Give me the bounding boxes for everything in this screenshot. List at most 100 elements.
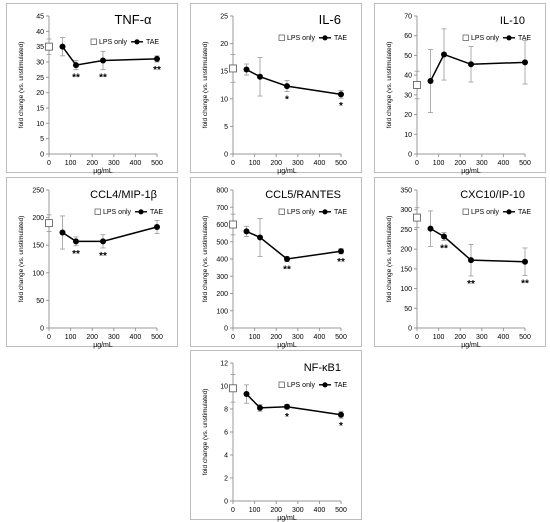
- y-tick-label: 300: [216, 274, 228, 281]
- tae-series-line: [61, 46, 158, 66]
- tae-data-point: [100, 238, 106, 245]
- x-tick-label: 0: [231, 160, 235, 167]
- legend-marker-lps: [278, 381, 285, 388]
- significance-label: **: [99, 73, 107, 84]
- x-tick-label: 0: [231, 334, 235, 341]
- legend-label-lps: LPS only: [471, 35, 500, 42]
- x-tick-label: 300: [292, 160, 304, 167]
- y-tick-label: 35: [36, 44, 44, 51]
- tae-series-line: [246, 230, 342, 260]
- y-tick-label: 0: [224, 152, 228, 159]
- x-axis-unit: µg/mL: [277, 342, 297, 349]
- chart-title: CCL5/RANTES: [265, 189, 341, 201]
- legend-label-lps: LPS only: [287, 382, 316, 389]
- lps-only-point: [229, 64, 237, 73]
- x-tick-label: 300: [476, 160, 488, 167]
- significance-label: **: [72, 249, 80, 260]
- legend-label-lps: LPS only: [99, 39, 128, 46]
- x-tick-label: 400: [314, 507, 326, 514]
- tae-data-point: [257, 234, 263, 241]
- chart-title: IL-10: [500, 15, 525, 27]
- y-tick-label: 5: [40, 136, 44, 143]
- panel-ccl5-rantes: 0 100 200 300 400 500 600 700 800 0 100 200 300 400 50…: [190, 177, 362, 349]
- legend-label-tae: TAE: [518, 35, 531, 42]
- lps-only-point: [229, 384, 237, 393]
- chart-title: IL-6: [319, 12, 341, 27]
- legend-marker-tae: [134, 39, 140, 45]
- y-tick-label: 100: [400, 286, 412, 293]
- chart-title: CXC10/IP-10: [460, 189, 525, 201]
- x-tick-label: 100: [433, 160, 445, 167]
- chart-svg: 0 50 100 150 200 250 300 350 0 100 200 300 400 500 fol…: [386, 188, 531, 350]
- x-tick-label: 400: [498, 334, 510, 341]
- significance-label: *: [285, 95, 289, 106]
- chart-svg: 0 5 10 15 20 25 30 35 40 45 0 100 200 300 400 500 fold c…: [18, 12, 163, 175]
- chart-svg: 0 2 4 6 8 10 12 0 100 200 300 400 500 fold change (vs…: [202, 361, 347, 522]
- tae-series-line: [429, 53, 526, 82]
- y-axis-title: fold change (vs. unstimulated): [386, 216, 393, 303]
- y-tick-label: 15: [36, 106, 44, 113]
- y-tick-label: 0: [40, 326, 44, 333]
- panel-nf-kb1: 0 2 4 6 8 10 12 0 100 200 300 400 500 fold change (vs…: [190, 350, 362, 522]
- x-tick-label: 500: [519, 160, 531, 167]
- y-tick-label: 20: [36, 90, 44, 97]
- x-tick-label: 400: [314, 334, 326, 341]
- y-tick-label: 200: [216, 291, 228, 298]
- y-tick-label: 800: [216, 188, 228, 195]
- significance-label: **: [72, 73, 80, 84]
- y-tick-label: 600: [216, 222, 228, 229]
- tae-data-point: [284, 403, 290, 410]
- lps-only-point: [413, 213, 421, 222]
- legend-marker-tae: [506, 35, 512, 41]
- y-tick-label: 10: [36, 121, 44, 128]
- y-tick-label: 30: [36, 60, 44, 67]
- y-tick-label: 250: [32, 188, 44, 195]
- x-tick-label: 0: [415, 160, 419, 167]
- panel-ccl4-mip1b: 0 50 100 150 200 250 0 100 200 300 400 500 fold chan…: [6, 177, 178, 350]
- y-axis-title: fold change (vs. unstimulated): [18, 42, 25, 129]
- x-tick-label: 400: [314, 160, 326, 167]
- y-tick-label: 0: [408, 152, 412, 159]
- legend-marker-lps: [462, 34, 469, 41]
- tae-data-point: [73, 238, 79, 245]
- tae-data-point: [257, 73, 263, 80]
- tae-series-line: [430, 227, 526, 263]
- legend-marker-lps: [90, 38, 97, 45]
- significance-label: **: [440, 243, 448, 254]
- legend-label-tae: TAE: [518, 209, 531, 216]
- y-tick-label: 400: [216, 257, 228, 264]
- chart-svg: 0 50 100 150 200 250 0 100 200 300 400 500 fold chan…: [18, 188, 163, 350]
- x-tick-label: 500: [519, 334, 531, 341]
- tae-data-point: [338, 91, 344, 98]
- y-tick-label: 10: [404, 132, 412, 139]
- significance-label: **: [153, 65, 161, 76]
- lps-only-point: [413, 81, 421, 89]
- tae-data-point: [154, 223, 160, 230]
- y-tick-label: 500: [216, 239, 228, 246]
- legend-marker-lps: [462, 208, 469, 215]
- y-tick-label: 30: [404, 92, 412, 99]
- y-tick-label: 4: [224, 453, 228, 460]
- x-axis-unit: µg/mL: [277, 515, 297, 522]
- x-tick-label: 0: [415, 334, 419, 341]
- x-tick-label: 500: [335, 334, 347, 341]
- y-tick-label: 50: [36, 298, 44, 305]
- x-tick-label: 100: [249, 507, 261, 514]
- panel-cxc10-ip10: 0 50 100 150 200 250 300 350 0 100 200 300 400 500 fol…: [374, 177, 546, 350]
- y-tick-label: 200: [32, 215, 44, 222]
- significance-label: **: [283, 265, 291, 276]
- legend-marker-tae: [322, 35, 328, 41]
- y-tick-label: 10: [220, 384, 228, 391]
- x-tick-label: 200: [270, 160, 282, 167]
- tae-data-point: [522, 258, 528, 265]
- x-axis-unit: µg/mL: [93, 168, 113, 175]
- legend-label-tae: TAE: [150, 209, 163, 216]
- y-tick-label: 350: [400, 188, 412, 195]
- tae-data-point: [427, 225, 434, 232]
- y-tick-label: 40: [404, 73, 412, 80]
- y-tick-label: 250: [400, 227, 412, 234]
- x-tick-label: 200: [86, 160, 98, 167]
- tae-data-point: [468, 257, 474, 264]
- significance-label: **: [337, 257, 345, 268]
- lps-only-point: [229, 220, 237, 229]
